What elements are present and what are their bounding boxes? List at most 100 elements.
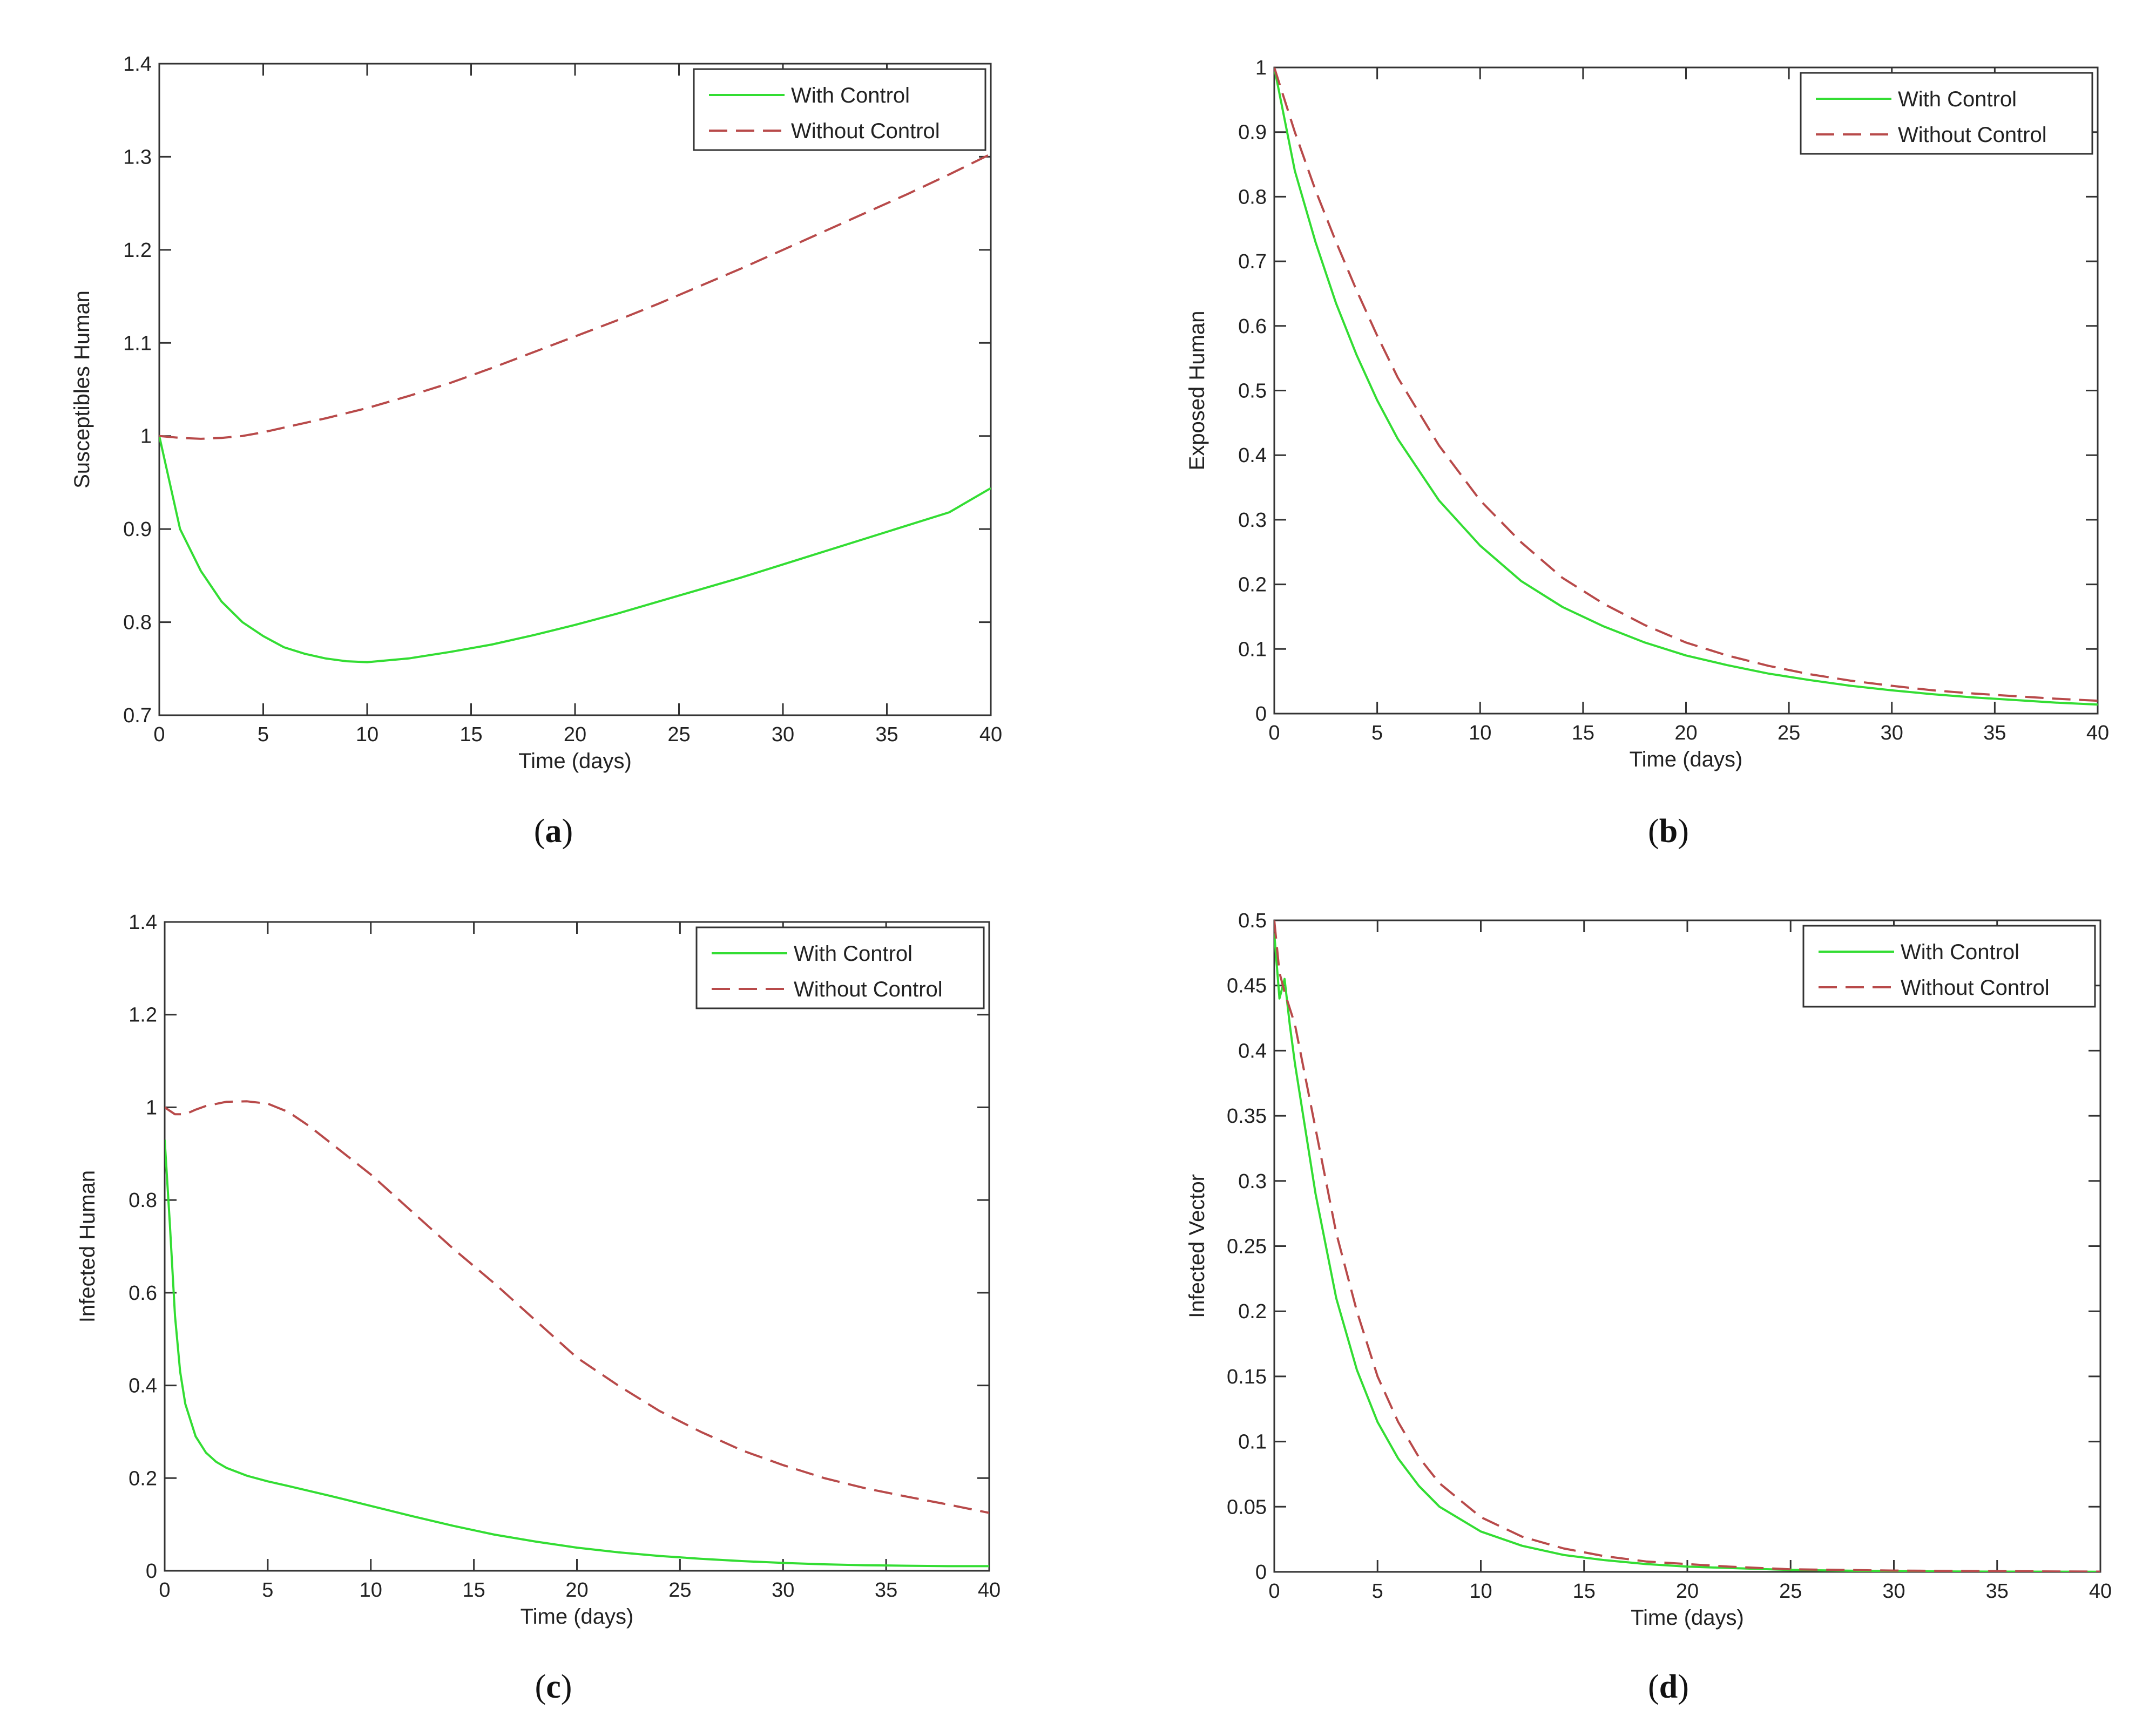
x-tick-label: 0 — [153, 723, 165, 746]
x-axis-label: Time (days) — [521, 1605, 634, 1629]
x-tick-label: 15 — [459, 723, 482, 746]
y-tick-label: 1.1 — [123, 332, 152, 355]
x-tick-label: 25 — [1777, 722, 1800, 744]
y-axis-label: Susceptibles Human — [70, 290, 94, 489]
x-tick-label: 25 — [667, 723, 690, 746]
y-tick-label: 0.8 — [129, 1189, 157, 1212]
y-tick-label: 0.9 — [123, 518, 152, 541]
y-tick-label: 0.9 — [1238, 121, 1267, 144]
x-tick-label: 15 — [1572, 722, 1594, 744]
legend: With Control Without Control — [695, 926, 985, 1009]
y-tick-label: 0.2 — [129, 1467, 157, 1490]
caption-paren-close: ) — [562, 813, 573, 850]
x-tick-label: 20 — [1676, 1580, 1699, 1603]
x-tick-label: 15 — [1573, 1580, 1596, 1603]
x-tick-label: 30 — [772, 1579, 794, 1602]
y-tick-label: 0.5 — [1238, 910, 1267, 932]
caption-letter: d — [1659, 1668, 1678, 1705]
y-tick-label: 0.4 — [1238, 1040, 1267, 1062]
legend-entry-label: Without Control — [794, 978, 943, 1001]
x-tick-label: 40 — [978, 1579, 1001, 1602]
x-tick-label: 10 — [360, 1579, 382, 1602]
chart-panel-c: 0 5 10 15 20 25 30 35 40 0 0.2 0.4 0.6 0.8 1 1.2 1.4 Time… — [76, 911, 1001, 1705]
y-tick-label: 0.6 — [129, 1282, 157, 1305]
caption-letter: a — [545, 813, 562, 850]
y-tick-label: 1.2 — [123, 239, 152, 262]
y-tick-label: 1.2 — [129, 1004, 157, 1027]
caption-paren-open: ( — [534, 813, 545, 850]
y-tick-label: 0.2 — [1238, 1300, 1267, 1323]
x-axis-label: Time (days) — [518, 749, 632, 773]
chart-panel-b: 0 5 10 15 20 25 30 35 40 0 0.1 0.2 0.3 0.4 0.5 0.6 0.7 0.… — [1185, 57, 2109, 850]
y-tick-label: 0.8 — [1238, 186, 1267, 208]
x-tick-label: 35 — [875, 1579, 897, 1602]
chart-panel-d: 0 5 10 15 20 25 30 35 40 0 0.05 0.1 0.15 0.2 0.25 0.3 0.… — [1185, 910, 2112, 1705]
series-line-with-control — [1274, 933, 2100, 1572]
caption-paren-close: ) — [561, 1668, 572, 1705]
caption-paren-open: ( — [1648, 813, 1659, 850]
x-tick-label: 40 — [2089, 1580, 2112, 1603]
y-tick-label: 0.7 — [123, 704, 152, 727]
x-tick-label: 20 — [564, 723, 586, 746]
y-axis-label: Infected Human — [76, 1170, 99, 1322]
y-tick-label: 0.4 — [1238, 444, 1267, 467]
x-tick-label: 0 — [1268, 722, 1280, 744]
x-tick-label: 15 — [462, 1579, 485, 1602]
caption-letter: b — [1659, 813, 1678, 850]
y-tick-label: 0.6 — [1238, 315, 1267, 338]
y-tick-label: 0.25 — [1227, 1236, 1267, 1258]
y-tick-label: 0.15 — [1227, 1366, 1267, 1388]
x-tick-label: 10 — [356, 723, 379, 746]
x-tick-label: 40 — [2086, 722, 2109, 744]
caption-letter: c — [546, 1668, 561, 1705]
x-axis-label: Time (days) — [1631, 1606, 1744, 1630]
caption-paren-open: ( — [535, 1668, 546, 1705]
x-tick-label: 35 — [1986, 1580, 2009, 1603]
y-tick-label: 0.8 — [123, 612, 152, 634]
plot-frame — [158, 63, 992, 716]
series-line-with-control — [1274, 67, 2098, 706]
y-tick-label: 0.3 — [1238, 1170, 1267, 1193]
legend-box — [695, 926, 985, 1009]
y-tick-label: 0 — [146, 1560, 157, 1583]
y-tick-label: 0.05 — [1227, 1496, 1267, 1518]
y-tick-label: 0.7 — [1238, 250, 1267, 273]
y-tick-label: 0 — [1255, 1561, 1267, 1584]
x-tick-label: 25 — [668, 1579, 691, 1602]
x-tick-label: 0 — [1268, 1580, 1280, 1603]
legend-entry-label: With Control — [1901, 940, 2019, 964]
x-tick-label: 5 — [1371, 722, 1383, 744]
legend: With Control Without Control — [1800, 72, 2093, 155]
legend-box — [1800, 72, 2093, 155]
caption-paren-close: ) — [1678, 1668, 1689, 1705]
panel-caption: (a) — [534, 813, 573, 850]
y-tick-label: 1.4 — [123, 53, 152, 76]
y-tick-label: 0.1 — [1238, 638, 1267, 661]
legend-entry-label: Without Control — [791, 119, 940, 143]
x-tick-label: 35 — [875, 723, 898, 746]
plot-frame — [1273, 919, 2101, 1573]
series-line-without-control — [165, 1100, 989, 1514]
x-tick-label: 25 — [1779, 1580, 1802, 1603]
x-tick-label: 35 — [1983, 722, 2006, 744]
legend-entry-label: With Control — [791, 84, 910, 107]
legend-entry-label: With Control — [1898, 87, 2017, 111]
x-tick-label: 30 — [1881, 722, 1903, 744]
legend: With Control Without Control — [693, 68, 986, 151]
series-line-without-control — [1274, 67, 2098, 702]
x-tick-label: 20 — [1674, 722, 1697, 744]
plot-frame — [164, 921, 990, 1572]
y-tick-label: 1 — [140, 425, 152, 448]
x-tick-label: 10 — [1469, 722, 1491, 744]
x-tick-label: 20 — [565, 1579, 588, 1602]
x-tick-label: 0 — [159, 1579, 170, 1602]
caption-paren-open: ( — [1648, 1668, 1659, 1705]
panel-caption: (b) — [1648, 813, 1689, 850]
series-line-with-control — [165, 1140, 989, 1568]
y-axis-label: Exposed Human — [1185, 311, 1209, 471]
y-tick-label: 0.1 — [1238, 1431, 1267, 1454]
panel-caption: (d) — [1648, 1668, 1689, 1705]
chart-panel-a: 0 5 10 15 20 25 30 35 40 0.7 0.8 0.9 1 1.1 1.2 1.3 1.4 Ti… — [70, 53, 1002, 850]
x-tick-label: 30 — [1882, 1580, 1905, 1603]
y-tick-label: 1 — [1255, 57, 1267, 79]
